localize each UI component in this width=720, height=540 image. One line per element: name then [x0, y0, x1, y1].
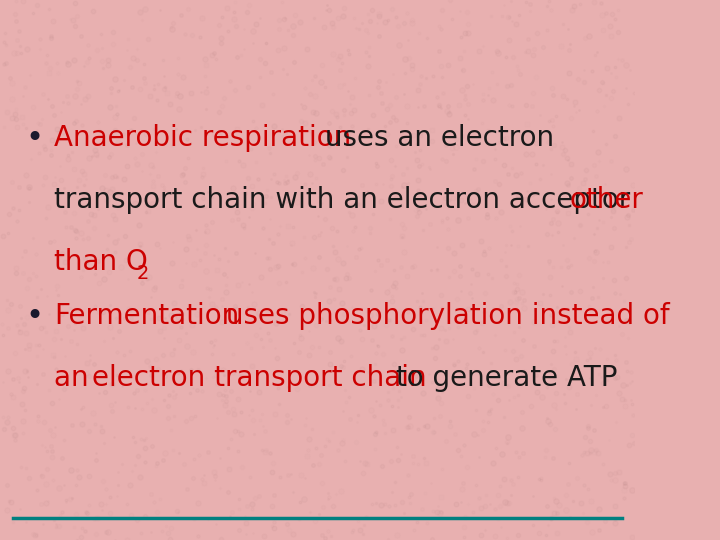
Text: transport chain with an electron acceptor: transport chain with an electron accepto… — [54, 186, 639, 214]
Text: uses phosphorylation instead of: uses phosphorylation instead of — [217, 302, 670, 330]
Text: an: an — [54, 364, 97, 393]
Text: Fermentation: Fermentation — [54, 302, 239, 330]
Text: electron transport chain: electron transport chain — [92, 364, 427, 393]
Text: other: other — [570, 186, 644, 214]
Text: 2: 2 — [137, 264, 149, 282]
Text: •: • — [25, 302, 43, 332]
Text: than O: than O — [54, 248, 148, 276]
Text: uses an electron: uses an electron — [316, 124, 554, 152]
Text: to generate ATP: to generate ATP — [387, 364, 618, 393]
Text: Anaerobic respiration: Anaerobic respiration — [54, 124, 351, 152]
Text: •: • — [25, 124, 43, 153]
